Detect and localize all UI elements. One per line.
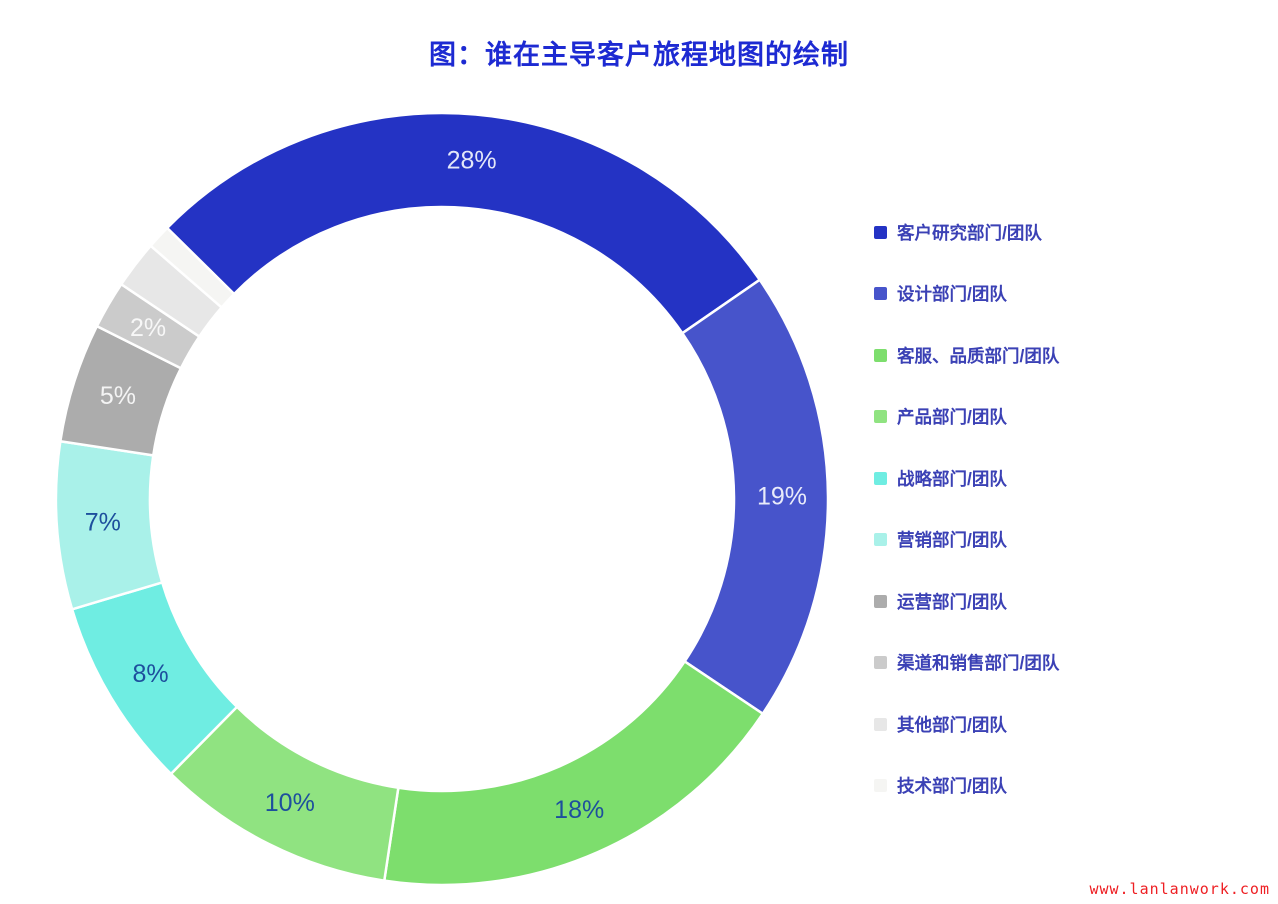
legend-item-label: 产品部门/团队 — [897, 407, 1007, 427]
donut-slice-2 — [383, 660, 765, 887]
legend-item-1: 设计部门/团队 — [874, 283, 1059, 305]
watermark-url: www.lanlanwork.com — [1089, 880, 1270, 898]
legend-item-6: 运营部门/团队 — [874, 590, 1059, 612]
legend-item-7: 渠道和销售部门/团队 — [874, 652, 1059, 674]
slice-data-label-1: 19% — [757, 483, 807, 511]
legend: 客户研究部门/团队 设计部门/团队客服、品质部门/团队 产品部门/团队 战略部门/团队… — [874, 221, 1059, 836]
chart-title: 图：谁在主导客户旅程地图的绘制 — [429, 40, 849, 70]
legend-swatch-icon — [874, 410, 887, 423]
slice-data-label-6: 5% — [100, 382, 136, 410]
legend-swatch-icon — [874, 471, 887, 485]
slice-data-label-4: 8% — [133, 660, 169, 688]
legend-swatch-icon — [874, 779, 887, 792]
slice-data-label-0: 28% — [447, 146, 497, 174]
legend-item-label: 其他部门/团队 — [897, 714, 1007, 735]
legend-swatch-icon — [874, 533, 887, 546]
legend-swatch-icon — [874, 656, 887, 669]
slice-data-label-7: 2% — [130, 314, 166, 342]
legend-swatch-icon — [874, 348, 887, 362]
legend-item-label: 渠道和销售部门/团队 — [897, 653, 1060, 673]
donut-slice-9 — [149, 226, 236, 309]
slice-data-label-2: 18% — [554, 796, 604, 824]
legend-item-label: 设计部门/团队 — [897, 284, 1007, 304]
legend-swatch-icon — [874, 594, 887, 608]
legend-item-label: 营销部门/团队 — [897, 530, 1007, 550]
legend-item-9: 技术部门/团队 — [874, 775, 1059, 797]
legend-swatch-icon — [874, 287, 887, 300]
legend-item-8: 其他部门/团队 — [874, 713, 1059, 735]
legend-item-label: 技术部门/团队 — [897, 776, 1007, 796]
legend-item-label: 战略部门/团队 — [897, 468, 1007, 489]
donut-chart: 28% 19% 18% 10% 8% 7% 5% 2% — [46, 103, 838, 895]
slice-data-label-5: 7% — [85, 509, 121, 537]
donut-slice-0 — [165, 111, 761, 335]
donut-svg: 28% 19% 18% 10% 8% 7% 5% 2% — [54, 111, 830, 887]
legend-item-2: 客服、品质部门/团队 — [874, 344, 1059, 366]
legend-item-3: 产品部门/团队 — [874, 406, 1059, 428]
legend-swatch-icon — [874, 225, 887, 239]
legend-item-0: 客户研究部门/团队 — [874, 221, 1059, 243]
legend-item-label: 客户研究部门/团队 — [897, 222, 1042, 243]
legend-item-5: 营销部门/团队 — [874, 529, 1059, 551]
legend-item-4: 战略部门/团队 — [874, 467, 1059, 489]
legend-item-label: 运营部门/团队 — [897, 591, 1007, 612]
legend-swatch-icon — [874, 717, 887, 731]
legend-item-label: 客服、品质部门/团队 — [897, 345, 1060, 366]
slice-data-label-3: 10% — [265, 789, 315, 817]
